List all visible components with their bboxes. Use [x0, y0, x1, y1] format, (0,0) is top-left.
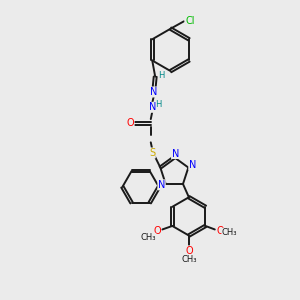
Text: S: S	[149, 148, 155, 158]
Text: N: N	[158, 180, 165, 190]
Text: N: N	[189, 160, 196, 170]
Text: O: O	[216, 226, 224, 236]
Text: CH₃: CH₃	[222, 228, 237, 237]
Text: N: N	[148, 102, 156, 112]
Text: CH₃: CH₃	[181, 255, 196, 264]
Text: Cl: Cl	[185, 16, 194, 26]
Text: N: N	[150, 87, 158, 97]
Text: O: O	[153, 226, 161, 236]
Text: O: O	[126, 118, 134, 128]
Text: O: O	[185, 246, 193, 256]
Text: N: N	[172, 148, 179, 158]
Text: CH₃: CH₃	[140, 233, 156, 242]
Text: H: H	[158, 71, 165, 80]
Text: H: H	[155, 100, 161, 109]
